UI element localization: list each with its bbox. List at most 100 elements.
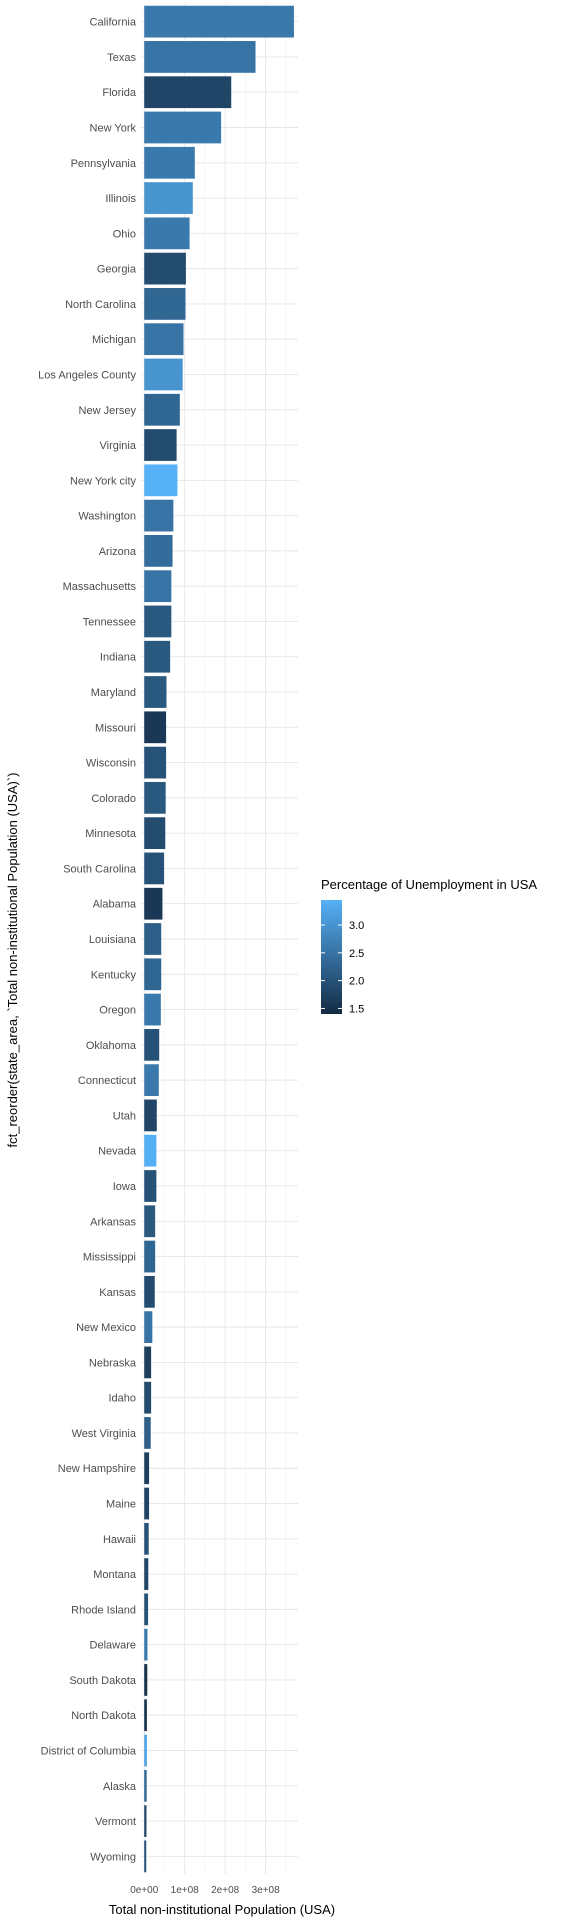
bar <box>144 1699 147 1732</box>
legend-tick-label: 3.0 <box>349 920 364 932</box>
category-label: Oklahoma <box>86 1040 137 1052</box>
bar <box>144 1840 147 1873</box>
category-label: Texas <box>107 52 136 64</box>
bar <box>144 676 167 708</box>
bar <box>144 111 222 144</box>
x-tick-label: 2e+08 <box>211 1885 240 1896</box>
category-label: Colorado <box>91 793 136 805</box>
bar <box>144 1628 148 1661</box>
category-label: Kentucky <box>91 969 137 981</box>
category-label: Alabama <box>93 899 137 911</box>
bar <box>144 1099 157 1132</box>
x-tick-label: 0e+00 <box>130 1885 159 1896</box>
bar <box>144 217 190 250</box>
bar <box>144 1452 150 1485</box>
bar <box>144 711 167 744</box>
bar <box>144 146 195 179</box>
category-label: New Mexico <box>76 1322 136 1334</box>
category-label: Virginia <box>100 440 137 452</box>
category-label: South Dakota <box>69 1675 137 1687</box>
bar <box>144 1487 150 1520</box>
bar <box>144 1205 156 1238</box>
bar <box>144 1064 159 1097</box>
bar <box>144 923 162 955</box>
category-label: South Carolina <box>63 863 137 875</box>
category-label: New York <box>90 122 137 134</box>
category-label: Hawaii <box>103 1534 136 1546</box>
legend-colorbar <box>321 900 342 1014</box>
category-label: New Hampshire <box>58 1463 136 1475</box>
category-label: Oregon <box>99 1005 136 1017</box>
category-label: Georgia <box>97 264 137 276</box>
category-label: Los Angeles County <box>38 369 136 381</box>
category-label: District of Columbia <box>41 1746 137 1758</box>
category-label: Nevada <box>98 1146 137 1158</box>
category-label: Arizona <box>99 546 137 558</box>
legend-tick-label: 2.5 <box>349 948 364 960</box>
category-label: Ohio <box>113 228 136 240</box>
bar <box>144 76 232 109</box>
x-axis-title: Total non-institutional Population (USA) <box>109 1902 335 1917</box>
category-label: North Carolina <box>65 299 137 311</box>
bar <box>144 1522 149 1555</box>
bar <box>144 1028 160 1061</box>
bar <box>144 605 172 638</box>
category-label: Maryland <box>91 687 136 699</box>
legend-title: Percentage of Unemployment in USA <box>321 877 537 892</box>
bar <box>144 1311 153 1343</box>
bar <box>144 464 178 497</box>
y-axis-title: fct_reorder(state_area, `Total non-insti… <box>5 772 20 1147</box>
bar <box>144 746 167 779</box>
bar <box>144 535 173 567</box>
category-label: Florida <box>102 87 137 99</box>
bar <box>144 1558 149 1590</box>
category-label: Kansas <box>99 1287 136 1299</box>
bar <box>144 640 171 673</box>
category-label: Alaska <box>103 1781 137 1793</box>
bar <box>144 1134 157 1167</box>
category-label: West Virginia <box>72 1428 137 1440</box>
bar <box>144 1593 149 1626</box>
category-label: Arkansas <box>90 1216 136 1228</box>
bar <box>144 358 183 391</box>
bar <box>144 41 256 73</box>
bar <box>144 817 166 850</box>
category-label: Pennsylvania <box>71 158 137 170</box>
bar <box>144 1664 148 1696</box>
legend-tick-label: 2.0 <box>349 976 364 988</box>
bar <box>144 182 193 214</box>
bar <box>144 1769 147 1802</box>
category-label: Washington <box>78 511 136 523</box>
bars <box>144 5 294 1873</box>
bar <box>144 1417 151 1449</box>
bar <box>144 781 166 814</box>
bar <box>144 429 177 461</box>
category-label: Wyoming <box>90 1851 136 1863</box>
legend-ticks: 1.5 2.0 2.5 3.0 <box>321 920 364 1015</box>
category-label: New Jersey <box>79 405 137 417</box>
category-label: Utah <box>113 1110 136 1122</box>
bar <box>144 1170 157 1202</box>
category-label: Nebraska <box>89 1357 137 1369</box>
category-labels: California Texas Florida New York Pennsylvan… <box>38 17 137 1864</box>
category-label: California <box>90 17 137 29</box>
bar <box>144 1734 147 1767</box>
category-label: Illinois <box>105 193 136 205</box>
bar <box>144 1805 147 1837</box>
bar <box>144 252 186 285</box>
category-label: Vermont <box>95 1816 136 1828</box>
x-tick-label: 1e+08 <box>171 1885 200 1896</box>
category-label: Tennessee <box>83 616 136 628</box>
category-label: Michigan <box>92 334 136 346</box>
bar <box>144 393 180 426</box>
bar <box>144 323 184 356</box>
bar <box>144 288 186 320</box>
x-tick-label: 3e+08 <box>252 1885 281 1896</box>
category-label: Iowa <box>113 1181 137 1193</box>
bar <box>144 1346 152 1379</box>
bar <box>144 1381 152 1414</box>
bar <box>144 887 163 920</box>
category-label: Minnesota <box>85 828 137 840</box>
category-label: Louisiana <box>89 934 137 946</box>
